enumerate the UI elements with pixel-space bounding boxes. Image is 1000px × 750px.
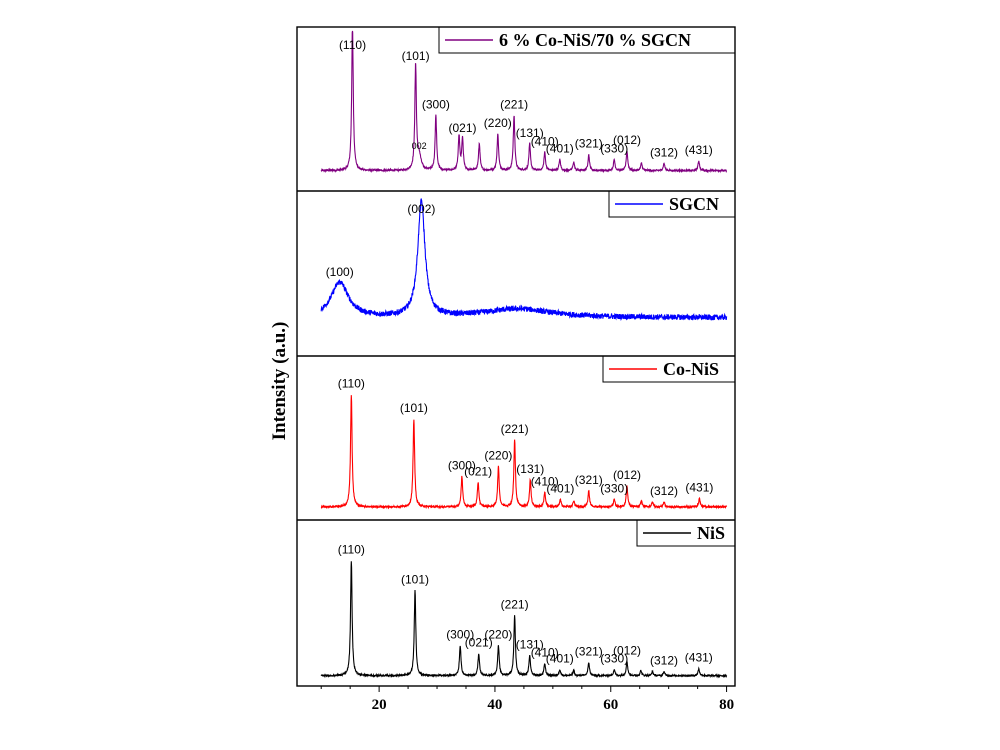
- peak-label: (131): [516, 126, 544, 140]
- peak-label: (110): [339, 38, 366, 52]
- peak-label: (410): [531, 474, 559, 488]
- peak-label: (021): [465, 636, 493, 650]
- peak-label: (300): [446, 628, 474, 642]
- peak-label: (321): [575, 473, 603, 487]
- peak-label: (220): [484, 628, 512, 642]
- peak-label: (002): [407, 202, 435, 216]
- peak-label: 002: [412, 141, 427, 151]
- series-line: [320, 395, 728, 510]
- peak-label: (021): [464, 465, 492, 479]
- x-tick-label: 20: [372, 697, 387, 713]
- peak-label: (101): [402, 49, 430, 63]
- panels-group: (110)(101)002(300)(021) (220)(221)(131)(4…: [320, 26, 736, 679]
- peak-label: (101): [400, 401, 428, 415]
- peak-label: (220): [484, 449, 512, 463]
- panel-3: (110) (101) (300)(021) (220) (221) (131)(410)…: [320, 355, 736, 510]
- x-tick-label: 40: [487, 697, 502, 713]
- peak-label: (012): [613, 644, 641, 658]
- legend-label: Co-NiS: [663, 359, 719, 379]
- peak-label: (221): [500, 98, 528, 112]
- peak-label: (330): [600, 652, 628, 666]
- peak-label: (012): [613, 468, 641, 482]
- peak-label: (321): [575, 137, 603, 151]
- peak-label: (110): [338, 543, 365, 557]
- legend-label: SGCN: [669, 194, 719, 214]
- legend-label: 6 % Co-NiS/70 % SGCN: [499, 30, 691, 50]
- peak-label: (300): [422, 98, 450, 112]
- x-tick-label: 60: [603, 697, 618, 713]
- peak-label: (101): [401, 573, 429, 587]
- y-axis-label: Intensity (a.u.): [269, 322, 290, 441]
- series-line: [320, 198, 728, 322]
- peak-label: (330): [600, 142, 628, 156]
- panel-1: (110)(101)002(300)(021) (220)(221)(131)(4…: [320, 26, 736, 174]
- x-axis: 20 40 60 80: [320, 686, 734, 713]
- peak-label: (401): [546, 482, 574, 496]
- peak-label: (431): [685, 480, 713, 494]
- plot-frame: [296, 26, 736, 687]
- peak-label: (330): [600, 482, 628, 496]
- peak-label: (312): [650, 484, 678, 498]
- legend-label: NiS: [697, 523, 725, 543]
- peak-label: (321): [575, 645, 603, 659]
- series-line: [320, 561, 728, 679]
- peak-label: (100): [326, 265, 354, 279]
- peak-label: (312): [650, 654, 678, 668]
- legend: Co-NiS: [602, 355, 736, 383]
- peak-label: (431): [685, 143, 713, 157]
- peak-label: (012): [613, 133, 641, 147]
- series-line: [320, 30, 728, 174]
- peak-label: (312): [650, 145, 678, 159]
- panel-4: (110) (101) (300)(021)(220) (221) (131)(410)…: [320, 519, 736, 679]
- peak-label: (131): [516, 638, 544, 652]
- peak-label: (221): [501, 598, 529, 612]
- peak-label: (220): [484, 116, 512, 130]
- peak-label: (401): [546, 142, 574, 156]
- peak-label: (401): [546, 652, 574, 666]
- peak-label: (221): [501, 422, 529, 436]
- peak-label: (410): [531, 646, 559, 660]
- peak-label: (110): [338, 377, 365, 391]
- peak-label: (300): [448, 458, 476, 472]
- peak-label: (410): [531, 134, 559, 148]
- x-tick-label: 80: [719, 697, 734, 713]
- peak-label: (131): [516, 462, 544, 476]
- legend: 6 % Co-NiS/70 % SGCN: [438, 26, 736, 54]
- legend: SGCN: [608, 190, 736, 218]
- peak-label: (021): [448, 121, 476, 135]
- legend: NiS: [636, 519, 736, 547]
- peak-label: (431): [685, 651, 713, 665]
- panel-2: (100) (002) SGCN: [320, 190, 736, 322]
